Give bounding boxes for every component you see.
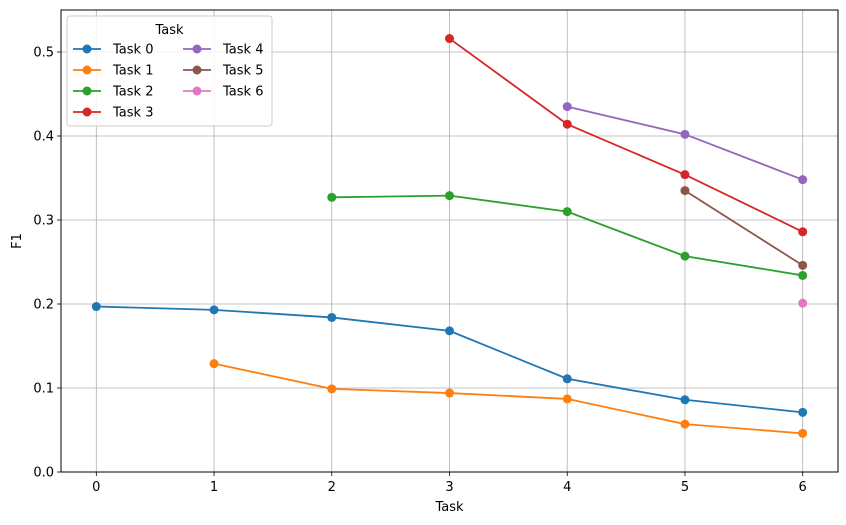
data-point bbox=[798, 428, 808, 438]
data-point bbox=[798, 270, 808, 280]
data-point bbox=[562, 394, 572, 404]
y-tick-label: 0.1 bbox=[33, 382, 54, 397]
data-point bbox=[562, 207, 572, 217]
y-axis-label: F1 bbox=[10, 233, 25, 249]
data-point bbox=[680, 170, 690, 180]
legend: Task Task 0 Task 1 Task 2 Task 3 Task 4 Task … bbox=[66, 15, 273, 127]
y-tick-label: 0.2 bbox=[33, 298, 54, 313]
y-tick-label: 0.4 bbox=[33, 130, 54, 145]
legend-box bbox=[66, 15, 273, 127]
data-point bbox=[680, 395, 690, 405]
legend-swatch-marker bbox=[82, 44, 92, 54]
data-point bbox=[562, 102, 572, 112]
data-point bbox=[327, 192, 337, 202]
legend-swatch-marker bbox=[82, 107, 92, 117]
data-point bbox=[680, 251, 690, 261]
data-point bbox=[209, 359, 219, 369]
legend-entry: Task 3 bbox=[73, 106, 153, 121]
x-tick-label: 0 bbox=[92, 480, 100, 495]
series-layer bbox=[91, 34, 808, 438]
legend-entry: Task 2 bbox=[73, 85, 153, 100]
data-point bbox=[562, 374, 572, 384]
legend-entry: Task 6 bbox=[183, 85, 263, 100]
x-tick-label: 1 bbox=[210, 480, 218, 495]
legend-entry: Task 5 bbox=[183, 64, 263, 79]
data-point bbox=[798, 175, 808, 185]
data-point bbox=[91, 302, 101, 312]
legend-swatch-marker bbox=[192, 86, 202, 96]
legend-swatch-marker bbox=[82, 86, 92, 96]
data-point bbox=[680, 419, 690, 429]
x-tick-label: 4 bbox=[563, 480, 571, 495]
data-point bbox=[798, 260, 808, 270]
series-task-3 bbox=[445, 34, 808, 237]
legend-title: Task bbox=[154, 23, 184, 38]
series-task-5 bbox=[680, 186, 808, 270]
legend-label: Task 4 bbox=[222, 43, 263, 58]
series-line bbox=[213, 362, 803, 435]
data-point bbox=[680, 129, 690, 139]
legend-label: Task 6 bbox=[222, 85, 263, 100]
series-task-0 bbox=[91, 302, 808, 417]
legend-label: Task 0 bbox=[112, 43, 153, 58]
data-point bbox=[209, 305, 219, 315]
data-point bbox=[445, 326, 454, 336]
x-axis-label: Task bbox=[434, 500, 464, 515]
legend-label: Task 2 bbox=[112, 85, 153, 100]
data-point bbox=[562, 119, 572, 129]
legend-entry: Task 1 bbox=[73, 64, 153, 79]
legend-entry: Task 0 bbox=[73, 43, 153, 58]
x-tick-label: 3 bbox=[445, 480, 453, 495]
series-line bbox=[684, 189, 804, 267]
data-point bbox=[798, 407, 808, 417]
data-point bbox=[327, 312, 337, 322]
legend-swatch-marker bbox=[82, 65, 92, 75]
series-task-1 bbox=[209, 359, 808, 438]
y-tick-label: 0.0 bbox=[33, 466, 54, 481]
data-point bbox=[445, 34, 454, 44]
x-tick-label: 6 bbox=[799, 480, 807, 495]
data-point bbox=[445, 388, 454, 398]
data-point bbox=[798, 227, 808, 237]
legend-swatch-marker bbox=[192, 44, 202, 54]
legend-label: Task 3 bbox=[112, 106, 153, 121]
x-tick-label: 5 bbox=[681, 480, 689, 495]
x-tick-label: 2 bbox=[328, 480, 336, 495]
legend-label: Task 5 bbox=[222, 64, 263, 79]
grid bbox=[61, 10, 838, 473]
legend-label: Task 1 bbox=[112, 64, 153, 79]
data-point bbox=[798, 298, 808, 308]
data-point bbox=[327, 384, 337, 394]
data-point bbox=[680, 186, 690, 196]
data-point bbox=[445, 191, 454, 201]
series-task-6 bbox=[798, 298, 808, 308]
y-tick-label: 0.5 bbox=[33, 46, 54, 61]
legend-entry: Task 4 bbox=[183, 43, 263, 58]
series-task-2 bbox=[327, 191, 808, 280]
y-tick-label: 0.3 bbox=[33, 214, 54, 229]
ticks: 0 1 2 3 4 5 6 0.0 0.1 0.2 0.3 0.4 0.5 bbox=[33, 46, 807, 496]
series-line bbox=[448, 37, 804, 233]
series-task-4 bbox=[562, 102, 808, 185]
legend-swatch-marker bbox=[192, 65, 202, 75]
